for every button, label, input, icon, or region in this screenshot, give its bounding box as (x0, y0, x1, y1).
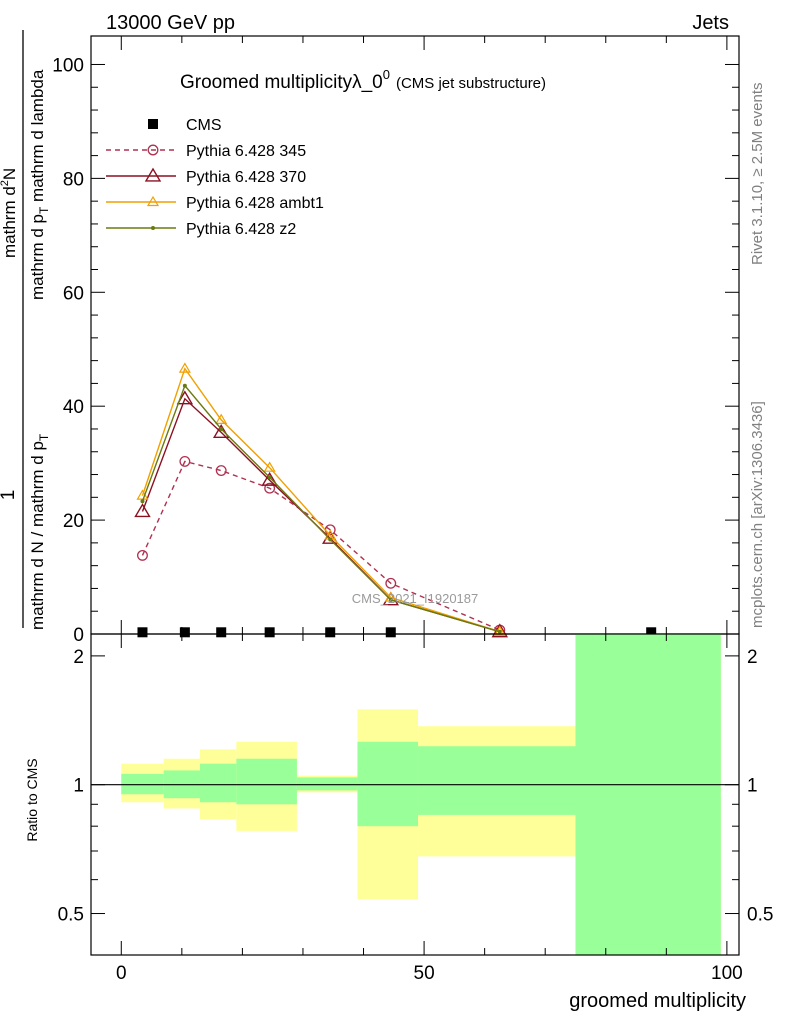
legend-marker-0 (148, 119, 158, 129)
series-line-3 (141, 367, 500, 633)
ratio-frame (90, 633, 740, 956)
ratio-band-1-bin-5 (357, 741, 419, 827)
series-1-point-3 (264, 482, 276, 494)
title-superscript: 0 (383, 67, 390, 82)
series-4-point-3 (267, 475, 272, 480)
legend-label-1: Pythia 6.428 345 (186, 143, 306, 160)
ylabel-numerator: 1 (0, 490, 19, 501)
xlabel: groomed multiplicity (569, 990, 746, 1012)
series-3-point-1 (178, 362, 191, 373)
ratio-band-1-bin-2 (200, 763, 237, 803)
legend-label-0: CMS (186, 117, 222, 134)
svg-text:Groomed multiplicityλ_00(CMS j: Groomed multiplicityλ_00 (CMS jet substru… (180, 67, 546, 93)
series-line-1 (141, 460, 501, 631)
series-1-point-1 (179, 455, 191, 467)
chart-title: Groomed multiplicityλ_00 (CMS jet substru… (180, 67, 546, 93)
y-tick-label-60: 60 (63, 283, 84, 304)
title-subtitle: (CMS jet substructure) (396, 75, 546, 92)
series-4-point-2 (219, 426, 224, 431)
rivet-label: Rivet 3.1.10, ≥ 2.5M events (749, 83, 766, 266)
legend-marker-3 (146, 195, 160, 207)
series-2-point-0 (134, 503, 151, 518)
series-2-point-1 (176, 390, 194, 405)
legend-marker-1 (147, 144, 159, 156)
header-left: 13000 GeV pp (106, 12, 235, 34)
mcplots-label: mcplots.cern.ch [arXiv:1306.3436] (749, 401, 766, 628)
ylabel-denominator: mathrm d N / mathrm d pT (28, 433, 51, 630)
ylabel-top: mathrm d2N (0, 168, 19, 258)
ylabel-denominator-sub: T (37, 433, 51, 441)
ylabel-denominator-text: mathrm d N / mathrm d p (28, 441, 47, 630)
ylabel-top-rest: N (0, 168, 19, 180)
ylabel-top-sup: 2 (0, 180, 11, 186)
ratio-band-1-bin-4 (296, 777, 358, 791)
ratio-band-1-bin-0 (121, 773, 164, 795)
series-4-point-5 (388, 597, 393, 602)
legend-marker-2 (144, 167, 162, 182)
series-1-point-0 (137, 549, 148, 561)
legend-label-2: Pythia 6.428 370 (186, 169, 306, 186)
ratio-band-1-bin-6 (418, 746, 576, 815)
series-3-point-3 (263, 461, 276, 472)
series-4-point-0 (140, 499, 145, 504)
series-4-point-1 (182, 383, 187, 388)
series-4-point-4 (328, 537, 333, 542)
series-1 (137, 455, 506, 636)
ratio-y-tick-label-left-0.5: 0.5 (58, 905, 84, 926)
ratio-plot: 0 50 100 0.5 0.5 1 1 2 2 (58, 633, 773, 984)
ratio-ylabel: Ratio to CMS (24, 758, 40, 841)
legend-marker-4 (151, 226, 155, 230)
x-tick-label-100: 100 (711, 963, 743, 984)
ratio-band-1-bin-7 (575, 634, 721, 955)
x-tick-label-0: 0 (116, 963, 127, 984)
ratio-y-tick-label-right-0.5: 0.5 (747, 905, 773, 926)
legend-label-3: Pythia 6.428 ambt1 (186, 195, 324, 212)
ratio-y-tick-label-right-1: 1 (747, 776, 758, 797)
y-tick-label-100: 100 (52, 55, 84, 76)
ylabel-bottom-text: mathrm d p (28, 214, 47, 300)
series-0-point-1 (179, 627, 190, 638)
ratio-y-tick-label-right-2: 2 (747, 647, 758, 668)
series-0-point-2 (216, 627, 227, 638)
series-0-point-3 (264, 627, 275, 638)
y-tick-label-0: 0 (73, 625, 84, 646)
series-2-point-3 (261, 471, 278, 486)
ratio-band-1-bin-3 (236, 758, 297, 805)
header-right: Jets (692, 12, 729, 34)
watermark: CMS_2021_I1920187 (352, 591, 479, 606)
series-4 (140, 383, 502, 634)
series-0-point-4 (325, 627, 336, 638)
main-ylabel: 1 mathrm d N / mathrm d pT mathrm d2N ma… (0, 30, 51, 630)
series-1-point-5 (385, 577, 397, 589)
series-0-point-5 (385, 627, 396, 638)
series-2-point-2 (212, 424, 230, 438)
series-1-point-2 (215, 465, 227, 476)
ylabel-bottom-sub: T (37, 206, 51, 214)
series-4-point-6 (497, 629, 502, 634)
series-0-point-0 (137, 627, 148, 638)
x-tick-label-50: 50 (414, 963, 435, 984)
y-tick-label-40: 40 (63, 397, 84, 418)
y-tick-label-20: 20 (63, 511, 84, 532)
series-0 (137, 627, 657, 638)
title-main: Groomed multiplicityλ_0 (180, 72, 383, 93)
ylabel-bottom-rest: mathrm d lambda (28, 69, 47, 207)
legend: CMS Pythia 6.428 345 Pythia 6.428 370 Pythi… (106, 117, 324, 238)
ylabel-top-text: mathrm d (0, 186, 19, 258)
y-tick-label-80: 80 (63, 169, 84, 190)
series-3-point-2 (215, 413, 228, 424)
series-0-point-6 (646, 627, 657, 638)
ratio-y-tick-label-left-2: 2 (73, 647, 84, 668)
ratio-y-tick-label-left-1: 1 (73, 776, 84, 797)
ylabel-bottom: mathrm d pT mathrm d lambda (28, 69, 51, 300)
legend-label-4: Pythia 6.428 z2 (186, 221, 296, 238)
